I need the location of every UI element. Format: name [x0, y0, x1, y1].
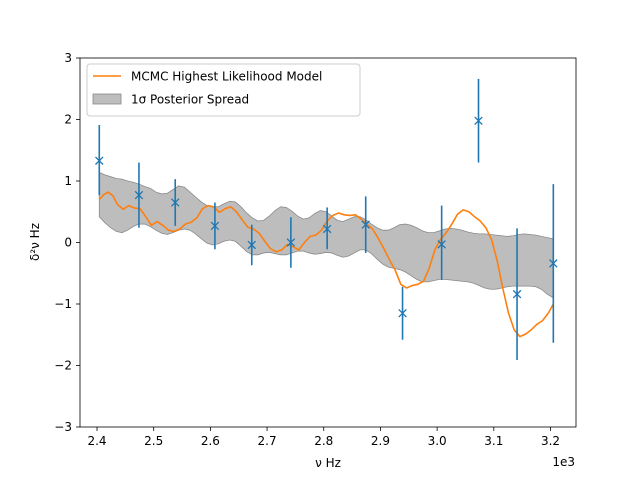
data-point — [210, 221, 220, 231]
legend-box — [86, 63, 361, 117]
data-point — [398, 308, 407, 318]
posterior-band — [98, 171, 554, 299]
data-point-stroke — [474, 116, 483, 125]
x-tick-label: 3.2 — [541, 434, 560, 448]
data-point-stroke — [322, 224, 332, 234]
data-point — [474, 116, 483, 125]
data-point — [549, 259, 558, 268]
x-tick-label: 2.5 — [144, 434, 163, 448]
data-point — [512, 289, 522, 299]
legend-model-label: MCMC Highest Likelihood Model — [131, 70, 322, 84]
y-tick-label: 2 — [64, 113, 72, 127]
x-tick-label: 2.9 — [371, 434, 390, 448]
y-tick-label: −1 — [54, 297, 72, 311]
data-point — [170, 198, 180, 207]
x-axis-label: ν Hz — [315, 456, 341, 470]
x-tick-label: 3.1 — [484, 434, 503, 448]
posterior-band-layer — [98, 171, 554, 299]
data-point — [134, 190, 144, 200]
data-point-stroke — [170, 198, 180, 207]
data-point-stroke — [210, 221, 220, 231]
data-point — [322, 224, 332, 234]
y-tick-label: 1 — [64, 174, 72, 188]
data-point — [95, 156, 104, 165]
data-point — [361, 220, 370, 229]
data-point-stroke — [134, 190, 144, 200]
data-point-stroke — [398, 308, 407, 318]
data-point-stroke — [95, 156, 104, 165]
data-point — [286, 238, 296, 247]
x-tick-label: 2.4 — [87, 434, 106, 448]
x-tick-label: 2.7 — [258, 434, 277, 448]
data-point — [437, 240, 446, 249]
y-tick-label: 0 — [64, 236, 72, 250]
observations-layer — [95, 78, 558, 360]
legend-band-label: 1σ Posterior Spread — [131, 93, 249, 107]
data-point-stroke — [247, 240, 257, 250]
y-axis-label: δ²ν Hz — [28, 223, 42, 261]
data-point-stroke — [549, 259, 558, 268]
legend: MCMC Highest Likelihood Model 1σ Posteri… — [86, 63, 361, 117]
data-point-stroke — [437, 240, 446, 249]
tick-layer: 2.4 2.5 2.6 2.7 2.8 2.9 3.0 3.1 3.2 −3 −2 −1 0 1 2 3 — [54, 51, 560, 448]
y-tick-label: −2 — [54, 359, 72, 373]
x-tick-label: 3.0 — [428, 434, 447, 448]
data-point-stroke — [286, 238, 296, 247]
x-axis-offset-label: 1e3 — [552, 455, 575, 469]
y-tick-label: −3 — [54, 420, 72, 434]
data-point-stroke — [361, 220, 370, 229]
x-tick-label: 2.8 — [314, 434, 333, 448]
y-tick-label: 3 — [64, 51, 72, 65]
data-point-stroke — [512, 289, 522, 299]
legend-band-swatch — [92, 93, 122, 105]
data-point — [247, 240, 257, 250]
x-tick-label: 2.6 — [201, 434, 220, 448]
